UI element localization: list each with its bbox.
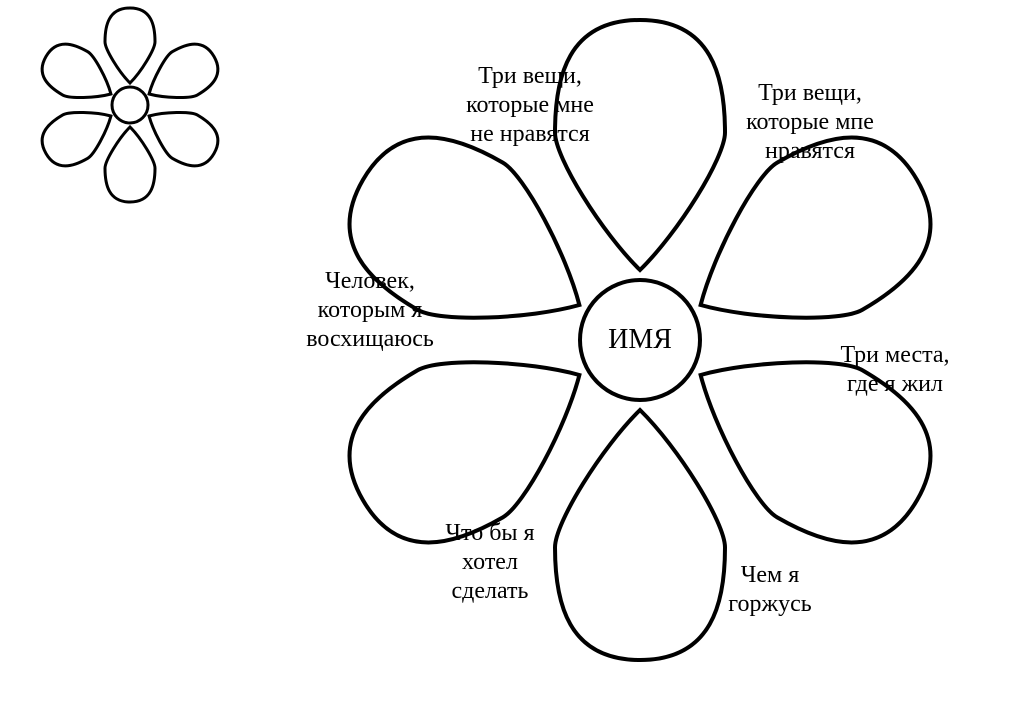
- large-flower-center-label: ИМЯ: [608, 323, 672, 357]
- small-flower-center: [112, 87, 148, 123]
- large-flower-petal-0-label: Три вещи, которые мне не нравятся: [466, 62, 594, 148]
- small-flower-petal-0: [105, 8, 155, 83]
- large-flower-petal-5-label: Человек, которым я восхищаюсь: [306, 267, 434, 353]
- large-flower-petal-3: [555, 410, 725, 660]
- large-flower-petal-1-label: Три вещи, которые мпе нравятся: [746, 79, 874, 165]
- small-flower-petal-3: [105, 127, 155, 202]
- large-flower-petal-2-label: Три места, где я жил: [840, 341, 949, 399]
- large-flower-petal-3-label: Чем я горжусь: [728, 561, 811, 619]
- large-flower-petal-4-label: Что бы я хотел сделать: [445, 519, 534, 605]
